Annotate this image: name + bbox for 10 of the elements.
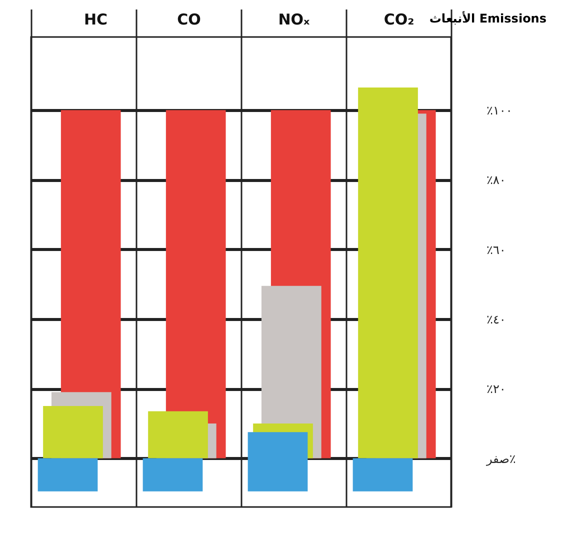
x-tick-label: NOₓ [278, 10, 311, 28]
y-tick-label: ٪٤٠ [486, 312, 506, 326]
x-tick-label: CO₂ [384, 10, 414, 28]
y-tick-label: ٪٨٠ [486, 173, 506, 188]
y-tick-label: ٪٦٠ [486, 242, 506, 257]
y-tick-label: صفر٪ [486, 452, 516, 466]
y-tick-label: ٪٢٠ [486, 382, 506, 396]
x-tick-label: HC [84, 10, 108, 28]
y-tick-label: ٪١٠٠ [486, 104, 512, 118]
x-tick-label: CO [177, 10, 201, 28]
